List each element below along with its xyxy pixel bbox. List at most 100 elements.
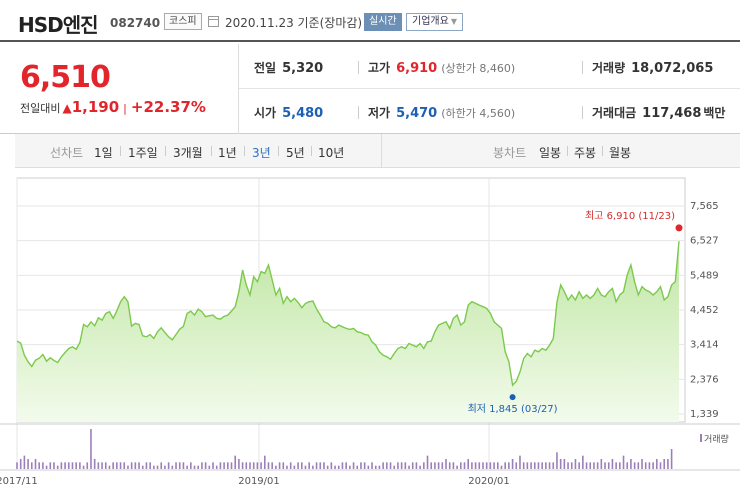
y-tick-label: 4,452 bbox=[690, 305, 719, 316]
volume-bar bbox=[559, 459, 562, 469]
volume-bar bbox=[293, 465, 296, 469]
tab-5year[interactable]: 5년 bbox=[286, 146, 305, 160]
volume-bar bbox=[297, 462, 299, 469]
tab-daily-candle[interactable]: 일봉 bbox=[539, 146, 562, 160]
volume-bar bbox=[34, 459, 37, 469]
stock-name: HSD엔진 bbox=[18, 13, 99, 37]
volume-bar bbox=[167, 462, 170, 469]
volume-bar bbox=[563, 459, 566, 469]
tab-1year[interactable]: 1년 bbox=[218, 146, 237, 160]
tab-3month[interactable]: 3개월 bbox=[173, 146, 203, 160]
price-line bbox=[16, 241, 680, 387]
company-overview-dropdown[interactable]: 기업개요 ▼ bbox=[406, 13, 463, 31]
company-overview-label: 기업개요 bbox=[412, 16, 449, 27]
volume-bar bbox=[212, 462, 214, 469]
high-annotation: 최고 6,910 (11/23) bbox=[585, 210, 675, 222]
volume: 거래량 18,072,065 bbox=[592, 59, 713, 76]
divider bbox=[602, 146, 603, 156]
volume-bar bbox=[659, 462, 662, 469]
volume-bar bbox=[45, 465, 48, 469]
volume-bar bbox=[156, 465, 159, 469]
volume-bar bbox=[515, 462, 518, 469]
volume-bar bbox=[641, 459, 643, 469]
volume-bar bbox=[397, 462, 399, 469]
volume-bar bbox=[356, 465, 359, 469]
volume-bar bbox=[578, 462, 580, 469]
volume-bar bbox=[615, 462, 617, 469]
volume-bar bbox=[215, 465, 218, 469]
y-tick-label: 2,376 bbox=[690, 374, 719, 385]
tab-3year[interactable]: 3년 bbox=[252, 146, 271, 160]
volume-bar bbox=[371, 462, 373, 469]
volume-bar bbox=[56, 465, 59, 469]
volume-bar bbox=[171, 465, 174, 469]
volume-bar bbox=[86, 462, 89, 469]
volume-bar bbox=[271, 462, 273, 469]
volume-legend-swatch bbox=[700, 434, 702, 442]
volume-bar bbox=[541, 462, 543, 469]
volume-bar bbox=[519, 455, 521, 469]
tab-10year[interactable]: 10년 bbox=[318, 146, 345, 160]
volume-bar bbox=[493, 462, 495, 469]
divider bbox=[358, 61, 359, 74]
volume-bar bbox=[79, 462, 81, 469]
volume-bar bbox=[459, 462, 462, 469]
volume-bar bbox=[423, 462, 425, 469]
volume-bar bbox=[526, 462, 529, 469]
realtime-button[interactable]: 실시간 bbox=[364, 13, 402, 31]
trade-amount: 거래대금 117,468 백만 bbox=[592, 104, 725, 121]
volume-bar bbox=[537, 462, 540, 469]
volume-bar bbox=[249, 462, 251, 469]
tab-1week[interactable]: 1주일 bbox=[128, 146, 158, 160]
tab-1day[interactable]: 1일 bbox=[94, 146, 113, 160]
price-chart[interactable]: 7,565 6,527 5,489 4,452 3,414 2,376 1,339 최고 6,… bbox=[0, 168, 740, 497]
volume-bar bbox=[667, 459, 669, 469]
volume-bar bbox=[463, 462, 466, 469]
volume-bar bbox=[108, 465, 111, 469]
divider bbox=[567, 146, 568, 156]
volume-bar bbox=[230, 462, 233, 469]
volume-bar bbox=[511, 459, 514, 469]
current-price: 6,510 bbox=[20, 60, 111, 95]
divider bbox=[582, 106, 583, 119]
volume-bar bbox=[312, 465, 314, 469]
volume-bar bbox=[93, 459, 96, 469]
market-badge: 코스피 bbox=[164, 13, 202, 30]
volume-bar bbox=[104, 462, 107, 469]
open-price: 시가 5,480 bbox=[254, 104, 323, 121]
volume-bar bbox=[275, 465, 277, 469]
divider bbox=[278, 146, 279, 156]
price-area bbox=[17, 241, 679, 422]
volume-bar bbox=[286, 465, 288, 469]
volume-bar bbox=[42, 462, 44, 469]
volume-bar bbox=[582, 455, 584, 469]
volume-bar bbox=[208, 465, 211, 469]
volume-bar bbox=[600, 459, 603, 469]
chevron-down-icon: ▼ bbox=[450, 17, 457, 26]
volume-bar bbox=[67, 462, 70, 469]
volume-bar bbox=[378, 465, 381, 469]
volume-bar bbox=[116, 462, 118, 469]
divider bbox=[311, 146, 312, 156]
volume-bar bbox=[622, 455, 625, 469]
x-tick-label: 2019/01 bbox=[238, 476, 280, 487]
volume-bar bbox=[227, 462, 229, 469]
volume-bar bbox=[441, 462, 444, 469]
volume-bar bbox=[360, 462, 362, 469]
volume-bar bbox=[38, 462, 40, 469]
volume-bar bbox=[330, 462, 333, 469]
volume-bar bbox=[337, 465, 340, 469]
volume-label: 거래량 bbox=[592, 61, 626, 75]
volume-bar bbox=[141, 465, 144, 469]
amount-value: 117,468 bbox=[642, 106, 702, 121]
volume-bar bbox=[300, 462, 303, 469]
volume-bar bbox=[445, 459, 447, 469]
tab-monthly-candle[interactable]: 월봉 bbox=[609, 146, 632, 160]
volume-bar bbox=[149, 462, 151, 469]
high-value: 6,910 bbox=[396, 61, 438, 76]
tab-weekly-candle[interactable]: 주봉 bbox=[574, 146, 597, 160]
volume-bar bbox=[60, 462, 63, 469]
volume-bar bbox=[630, 459, 632, 469]
divider bbox=[211, 146, 212, 156]
volume-bar bbox=[556, 452, 558, 469]
